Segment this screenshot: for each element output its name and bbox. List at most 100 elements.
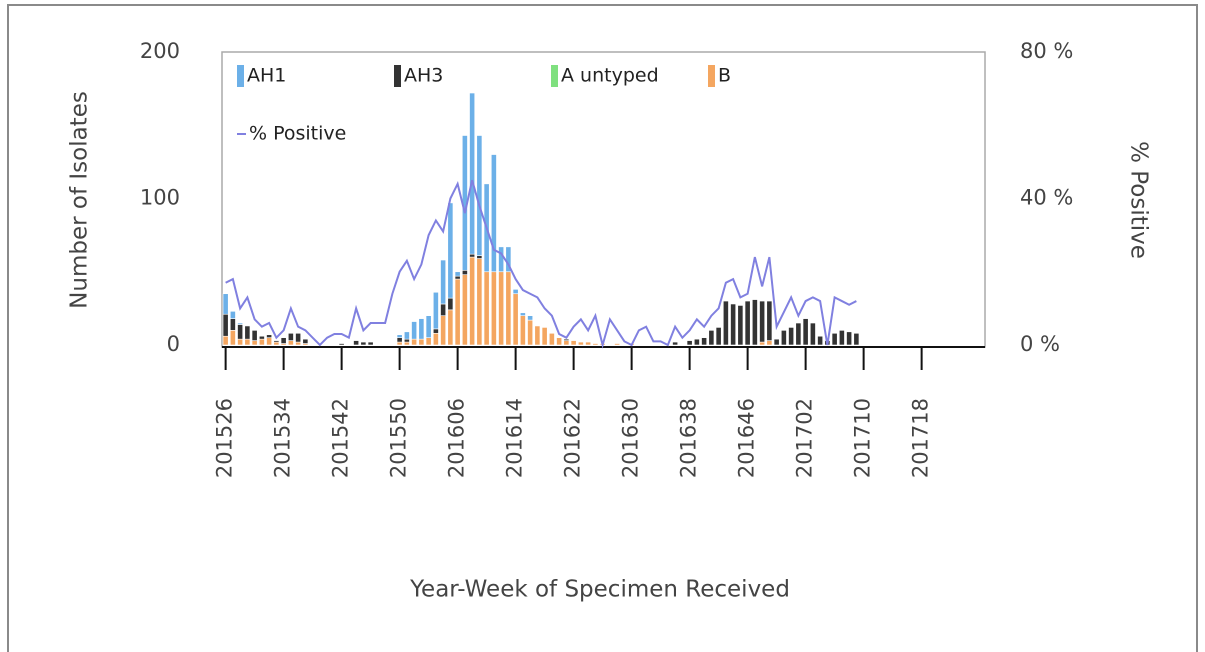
bar: [505, 271, 512, 346]
bar: [237, 322, 244, 325]
x-tick-label: 201614: [503, 398, 527, 478]
y2-axis-title: % Positive: [1126, 141, 1152, 259]
y2-tick-label: 80 %: [1020, 39, 1073, 63]
bar: [686, 340, 693, 346]
legend-label: B: [718, 65, 731, 87]
bar: [730, 303, 737, 346]
bar: [759, 341, 766, 346]
bar: [527, 319, 534, 346]
x-tick-label: 201534: [271, 398, 295, 478]
bar: [396, 337, 403, 343]
bar: [229, 311, 236, 319]
x-tick-label: 201638: [677, 398, 701, 478]
frame: [7, 4, 1198, 652]
bar: [461, 269, 468, 275]
bar: [759, 300, 766, 343]
bar: [418, 318, 425, 340]
bar: [403, 338, 410, 343]
bar: [295, 332, 302, 343]
bar: [396, 334, 403, 338]
bar: [527, 315, 534, 321]
bar: [831, 332, 838, 346]
bar: [440, 315, 447, 346]
bar: [447, 309, 454, 346]
bar: [512, 289, 519, 295]
bar: [701, 337, 708, 346]
legend-label: AH1: [247, 65, 286, 87]
bar: [338, 343, 345, 346]
bar: [788, 327, 795, 346]
bar: [469, 256, 476, 346]
y2-tick-label: 40 %: [1020, 186, 1073, 210]
bar: [469, 92, 476, 255]
bar: [476, 255, 483, 259]
bar: [222, 293, 229, 315]
bar: [454, 271, 461, 277]
plot-area: [221, 51, 986, 348]
bar: [773, 338, 780, 346]
bar: [476, 258, 483, 346]
x-axis-title: Year-Week of Specimen Received: [409, 577, 790, 603]
bar: [222, 335, 229, 346]
y-axis-title: Number of Isolates: [67, 91, 93, 309]
bar: [766, 340, 773, 346]
bar: [425, 315, 432, 338]
bar: [672, 341, 679, 346]
legend-swatch: [237, 65, 244, 87]
bar: [570, 340, 577, 346]
x-tick-label: 201622: [561, 398, 585, 478]
y-tick-label: 0: [167, 332, 180, 356]
bar: [229, 330, 236, 346]
bar: [498, 246, 505, 273]
bar: [519, 312, 526, 316]
bar: [411, 338, 418, 346]
bar: [258, 338, 265, 346]
y2-tick-label: 0 %: [1020, 332, 1060, 356]
bar: [447, 297, 454, 311]
x-tick-label: 201646: [735, 398, 759, 478]
bar: [585, 341, 592, 346]
legend-label: A untyped: [561, 65, 659, 87]
bar: [614, 343, 621, 346]
bar: [838, 330, 845, 346]
bar: [353, 340, 360, 346]
bar: [447, 202, 454, 299]
bar: [258, 335, 265, 340]
bar: [498, 271, 505, 346]
x-tick-label: 201526: [213, 398, 237, 478]
bar: [418, 338, 425, 346]
bar: [367, 341, 374, 346]
bar: [440, 303, 447, 317]
bar: [592, 343, 599, 346]
bar: [287, 332, 294, 341]
bar: [751, 299, 758, 346]
x-tick-label: 201702: [793, 398, 817, 478]
bar: [534, 325, 541, 346]
bar: [432, 328, 439, 334]
legend-swatch: [551, 65, 558, 87]
bar: [432, 291, 439, 330]
x-tick-label: 201606: [445, 398, 469, 478]
bar: [266, 334, 273, 338]
bar: [273, 341, 280, 346]
y-tick-label: 200: [140, 39, 180, 63]
bar: [237, 324, 244, 340]
bar: [396, 341, 403, 346]
bar: [454, 278, 461, 346]
bar: [780, 330, 787, 346]
bar: [411, 321, 418, 340]
bar: [403, 331, 410, 340]
bar: [802, 318, 809, 346]
bar: [273, 340, 280, 343]
bar: [548, 332, 555, 346]
bar: [454, 275, 461, 280]
x-tick-label: 201630: [619, 398, 643, 478]
bar: [541, 327, 548, 346]
bar: [795, 322, 802, 346]
bar: [490, 154, 497, 273]
bar: [519, 315, 526, 346]
bar: [251, 330, 258, 341]
bar: [425, 337, 432, 346]
bar: [483, 271, 490, 346]
bar: [737, 305, 744, 346]
